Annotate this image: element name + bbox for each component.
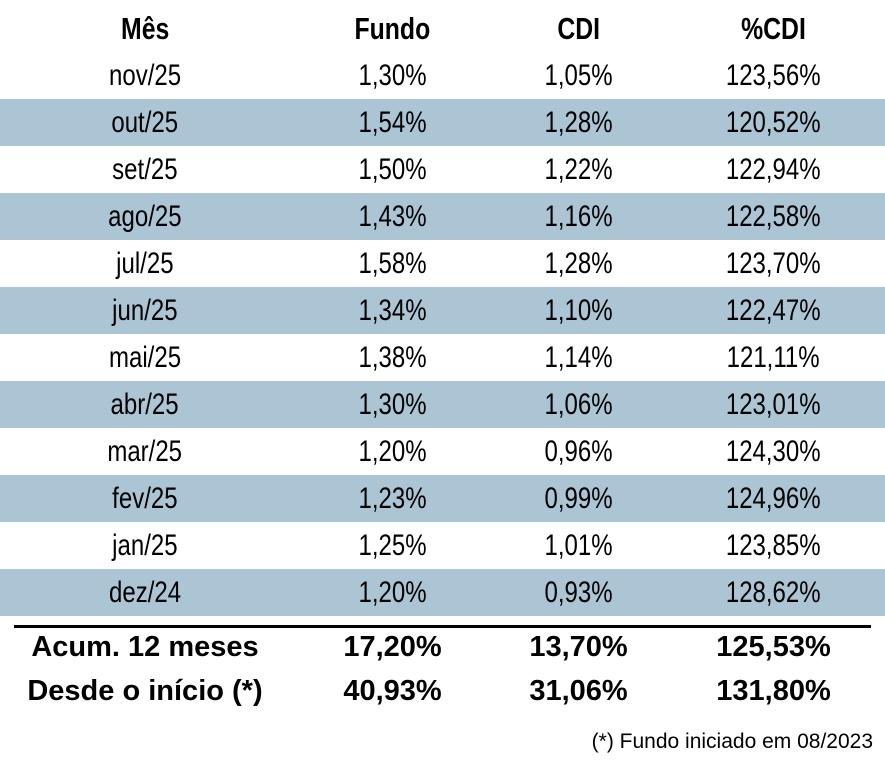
footnote: (*) Fundo iniciado em 08/2023	[591, 730, 873, 753]
month-cell: mai/25	[108, 340, 182, 374]
performance-table: Mês Fundo CDI %CDI nov/25 1,30% 1,05% 12…	[0, 6, 885, 713]
table-row: set/25 1,50% 1,22% 122,94%	[0, 146, 885, 193]
month-cell: jan/25	[112, 528, 178, 562]
pct-cdi-cell: 122,58%	[726, 199, 821, 233]
cdi-cell: 1,05%	[544, 58, 613, 92]
pct-cdi-cell: 122,94%	[726, 152, 821, 186]
pct-cdi-cell: 122,47%	[726, 293, 821, 327]
cdi-cell: 1,01%	[544, 528, 613, 562]
col-header-fundo: Fundo	[354, 11, 431, 46]
cdi-cell: 1,22%	[544, 152, 613, 186]
fundo-cell: 1,38%	[358, 340, 427, 374]
table-row: abr/25 1,30% 1,06% 123,01%	[0, 381, 885, 428]
pct-cdi-cell: 124,30%	[726, 434, 821, 468]
cdi-cell: 0,96%	[544, 434, 613, 468]
pct-cdi-cell: 123,85%	[726, 528, 821, 562]
table-row: jul/25 1,58% 1,28% 123,70%	[0, 240, 885, 287]
cdi-cell: 1,14%	[544, 340, 613, 374]
cdi-cell: 1,06%	[544, 387, 613, 421]
fundo-cell: 1,25%	[358, 528, 427, 562]
gap-spacer	[0, 616, 885, 625]
table-row: fev/25 1,23% 0,99% 124,96%	[0, 475, 885, 522]
summary-fundo-cell: 40,93%	[343, 674, 442, 707]
fundo-cell: 1,58%	[358, 246, 427, 280]
month-cell: ago/25	[108, 199, 182, 233]
table-row: jun/25 1,34% 1,10% 122,47%	[0, 287, 885, 334]
summary-label-cell: Acum. 12 meses	[31, 630, 259, 663]
summary-row: Desde o início (*) 40,93% 31,06% 131,80%	[0, 669, 885, 713]
table-row: jan/25 1,25% 1,01% 123,85%	[0, 522, 885, 569]
fundo-cell: 1,20%	[358, 434, 427, 468]
summary-body: Acum. 12 meses 17,20% 13,70% 125,53% Des…	[0, 625, 885, 713]
month-cell: out/25	[111, 105, 179, 139]
table-row: nov/25 1,30% 1,05% 123,56%	[0, 52, 885, 99]
month-cell: jun/25	[112, 293, 178, 327]
col-header-pct-cdi: %CDI	[741, 11, 806, 46]
month-cell: set/25	[112, 152, 178, 186]
cdi-cell: 1,28%	[544, 246, 613, 280]
summary-cdi-cell: 13,70%	[529, 630, 628, 663]
cdi-cell: 1,10%	[544, 293, 613, 327]
table-row: dez/24 1,20% 0,93% 128,62%	[0, 569, 885, 616]
pct-cdi-cell: 123,70%	[726, 246, 821, 280]
fundo-cell: 1,34%	[358, 293, 427, 327]
table-row: mar/25 1,20% 0,96% 124,30%	[0, 428, 885, 475]
cdi-cell: 0,99%	[544, 481, 613, 515]
col-header-cdi: CDI	[557, 11, 600, 46]
header-row: Mês Fundo CDI %CDI	[0, 6, 885, 52]
month-cell: nov/25	[108, 58, 182, 92]
cdi-cell: 1,16%	[544, 199, 613, 233]
pct-cdi-cell: 128,62%	[726, 575, 821, 609]
month-cell: jul/25	[116, 246, 174, 280]
fundo-cell: 1,54%	[358, 105, 427, 139]
col-header-mes: Mês	[120, 11, 170, 46]
pct-cdi-cell: 123,01%	[726, 387, 821, 421]
month-cell: mar/25	[107, 434, 183, 468]
fundo-cell: 1,20%	[358, 575, 427, 609]
month-cell: fev/25	[112, 481, 178, 515]
table-row: out/25 1,54% 1,28% 120,52%	[0, 99, 885, 146]
fundo-cell: 1,50%	[358, 152, 427, 186]
pct-cdi-cell: 123,56%	[726, 58, 821, 92]
spacer-row	[0, 616, 885, 625]
fundo-cell: 1,30%	[358, 58, 427, 92]
summary-cdi-cell: 31,06%	[529, 674, 628, 707]
summary-fundo-cell: 17,20%	[343, 630, 442, 663]
table-header: Mês Fundo CDI %CDI	[0, 6, 885, 52]
pct-cdi-cell: 120,52%	[726, 105, 821, 139]
pct-cdi-cell: 121,11%	[727, 340, 820, 374]
table-body: nov/25 1,30% 1,05% 123,56% out/25 1,54% …	[0, 52, 885, 616]
summary-row: Acum. 12 meses 17,20% 13,70% 125,53%	[0, 625, 885, 669]
summary-divider-line	[14, 625, 871, 628]
pct-cdi-cell: 124,96%	[726, 481, 821, 515]
fundo-cell: 1,30%	[358, 387, 427, 421]
month-cell: abr/25	[110, 387, 180, 421]
table-row: mai/25 1,38% 1,14% 121,11%	[0, 334, 885, 381]
cdi-cell: 0,93%	[544, 575, 613, 609]
table-row: ago/25 1,43% 1,16% 122,58%	[0, 193, 885, 240]
fundo-cell: 1,43%	[358, 199, 427, 233]
fundo-cell: 1,23%	[358, 481, 427, 515]
summary-label-cell: Desde o início (*)	[27, 674, 263, 707]
month-cell: dez/24	[108, 575, 182, 609]
summary-pct-cdi-cell: 125,53%	[716, 630, 831, 663]
cdi-cell: 1,28%	[544, 105, 613, 139]
summary-pct-cdi-cell: 131,80%	[716, 674, 831, 707]
